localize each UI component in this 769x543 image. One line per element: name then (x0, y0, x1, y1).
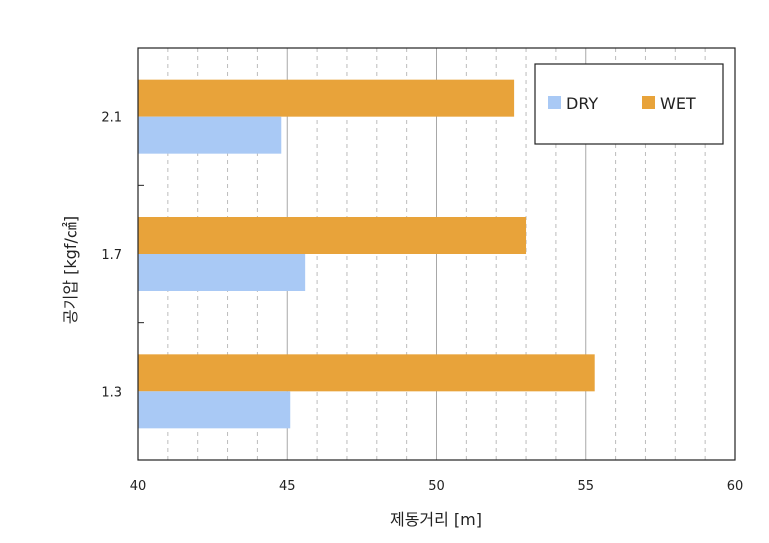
bar-wet-1_3 (138, 354, 595, 392)
plot-frame (137, 47, 736, 461)
x-axis-title: 제동거리 [m] (390, 510, 482, 529)
bars (138, 79, 595, 429)
x-tick-label: 40 (130, 479, 147, 494)
x-tick-label: 55 (577, 479, 594, 494)
legend-swatch-wet (642, 96, 655, 109)
x-tick-label: 50 (428, 479, 445, 494)
bar-wet-2_1 (138, 79, 515, 117)
legend: DRY WET (534, 63, 724, 145)
legend-label-wet: WET (660, 94, 696, 113)
y-tick-label: 1.3 (101, 385, 122, 400)
legend-swatch-dry (548, 96, 561, 109)
y-tick-label: 1.7 (101, 248, 122, 263)
bar-dry-2_1 (138, 116, 282, 154)
y-axis-title: 공기압 [kgf/㎠] (61, 216, 80, 324)
legend-label-dry: DRY (566, 94, 598, 113)
x-tick-label: 45 (279, 479, 296, 494)
legend-box (534, 63, 724, 145)
y-axis-ticks: 2.1 1.7 1.3 (101, 111, 144, 400)
y-tick-label: 2.1 (101, 111, 122, 126)
bar-wet-1_7 (138, 217, 527, 254)
x-axis-ticks: 40 45 50 55 60 (130, 479, 744, 494)
x-tick-label: 60 (727, 479, 744, 494)
bar-dry-1_7 (138, 254, 306, 291)
bar-dry-1_3 (138, 391, 291, 429)
